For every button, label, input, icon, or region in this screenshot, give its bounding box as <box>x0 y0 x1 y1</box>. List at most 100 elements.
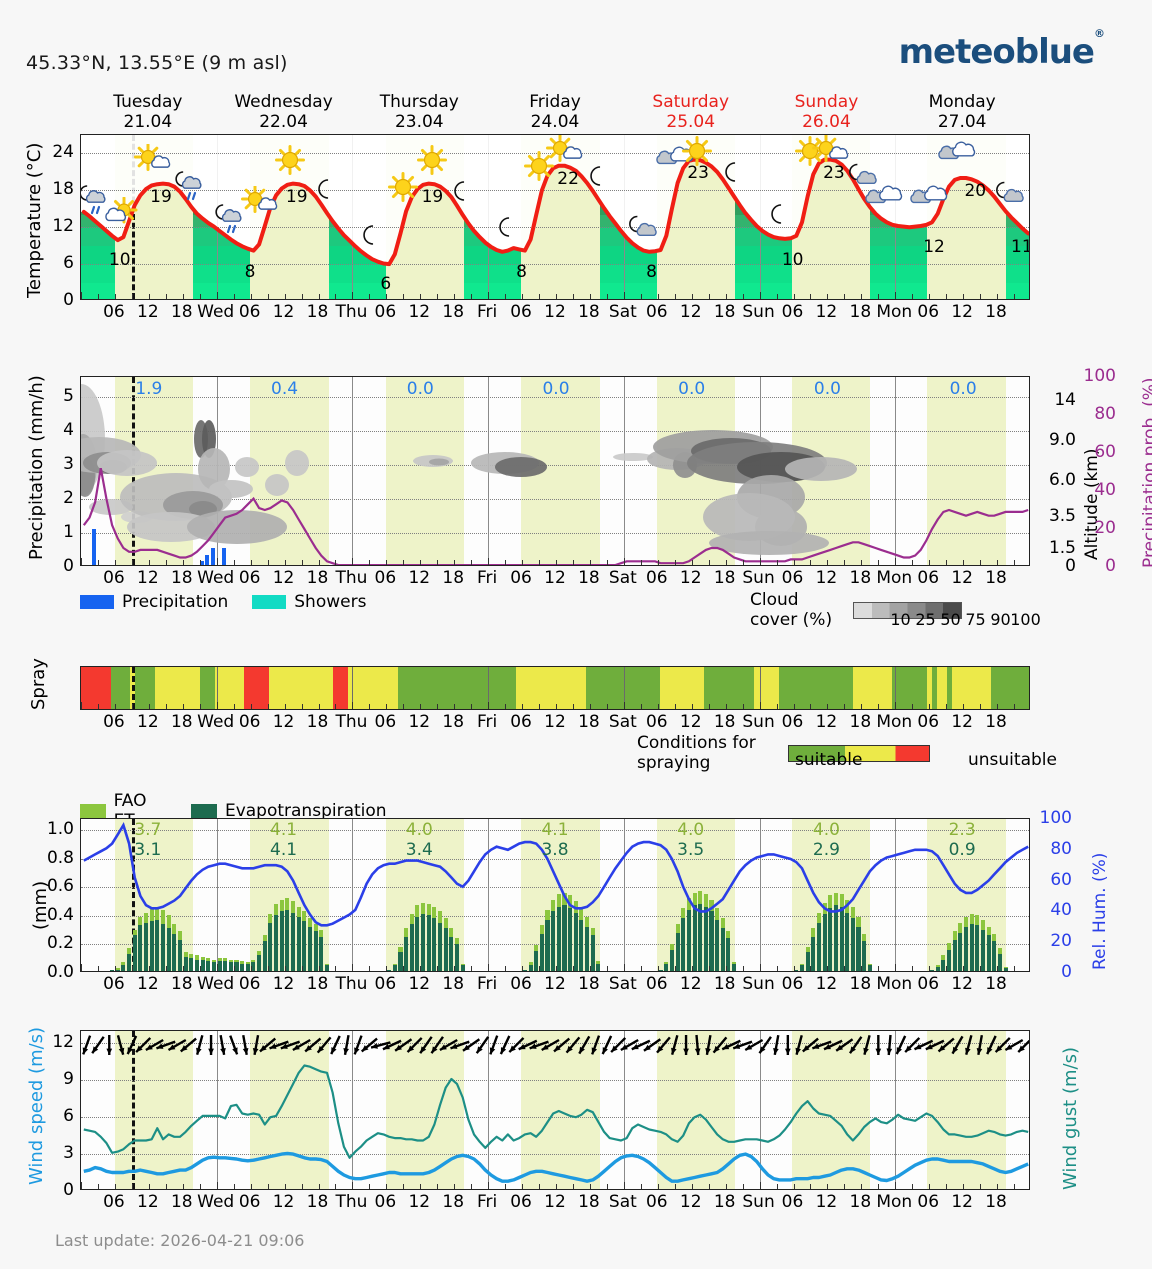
day-separator <box>488 1031 490 1189</box>
wind-direction-arrow <box>671 1035 679 1055</box>
y-tick: 80 <box>1094 404 1116 424</box>
fao-et0-bar <box>251 959 256 963</box>
x-tick-hour: 12 <box>815 568 838 588</box>
fao-et0-bar <box>703 894 708 907</box>
x-tick-hour: 18 <box>306 568 329 588</box>
day-name: Monday <box>928 92 996 112</box>
evapotranspiration-bar <box>794 970 799 971</box>
wind-direction-arrow <box>330 1035 341 1055</box>
weather-icon-moon <box>575 160 617 194</box>
fao-et0-bar <box>862 933 867 942</box>
y-tick: 40 <box>1094 480 1116 500</box>
x-tick-hour: 12 <box>815 974 838 994</box>
x-tick-hour: 18 <box>985 712 1007 732</box>
y-tick: 24 <box>52 142 74 163</box>
x-tick-hour: 18 <box>306 712 329 732</box>
evapotranspiration-bar <box>596 963 601 971</box>
spray-segment-suitable <box>135 667 156 709</box>
evapotranspiration-bar <box>522 970 527 971</box>
day-name: Sunday <box>794 92 859 112</box>
daily-fao-et0: 4.1 <box>270 820 298 840</box>
evapotranspiration-bar <box>409 923 414 971</box>
evapotranspiration-bar <box>986 935 991 971</box>
wind-direction-arrow <box>156 1040 176 1050</box>
daily-fao-et0: 2.3 <box>948 820 976 840</box>
wind-direction-arrow <box>1004 1038 1024 1052</box>
temperature-chart[interactable]: 10 8 6 8 8 10 12 19 19 19 22 23 23 20 11 <box>80 134 1030 300</box>
x-tick-day: Thu <box>335 302 368 322</box>
fao-et0-bar <box>285 898 290 910</box>
daily-precipitation-total: 0.0 <box>813 379 841 399</box>
x-tick-hour: 18 <box>578 712 600 732</box>
evapotranspiration-bar <box>177 939 182 971</box>
fao-et0-bar <box>268 913 273 923</box>
fao-et0-bar <box>799 963 804 966</box>
fao-et0-bar <box>1003 966 1008 969</box>
daily-fao-et0: 4.0 <box>812 820 840 840</box>
evapotranspiration-bar <box>432 918 437 971</box>
fao-et0-bar <box>189 953 194 959</box>
daylight-region <box>385 1031 465 1189</box>
evapotranspiration-bar <box>387 970 392 971</box>
evapotranspiration-bar <box>805 952 810 971</box>
evapotranspiration-bar <box>211 962 216 971</box>
evapotranspiration-bar <box>992 941 997 971</box>
spray-chart[interactable] <box>80 666 1030 710</box>
evapotranspiration-bar <box>545 919 550 971</box>
wind-direction-arrow <box>925 1039 945 1051</box>
x-tick-hour: 18 <box>442 974 465 994</box>
wind-direction-arrow <box>643 1038 662 1052</box>
evapotranspiration-chart[interactable] <box>80 818 1030 972</box>
wind-direction-arrow <box>439 1038 458 1052</box>
rel-humidity-axis-ticks: 0 20 40 60 80 100 <box>1036 808 1072 982</box>
fao-et0-bar <box>387 969 392 971</box>
fao-et0-bar <box>274 903 279 916</box>
fao-et0-bar <box>935 965 940 967</box>
gridline <box>81 1117 1029 1119</box>
spray-segment-moderate <box>951 667 992 709</box>
evapotranspiration-bar <box>528 965 533 971</box>
x-tick-day: Wed <box>197 712 235 732</box>
x-tick-hour: 06 <box>645 1192 668 1212</box>
wind-direction-arrow <box>91 1036 105 1054</box>
y-tick: 4 <box>63 420 74 441</box>
evapotranspiration-bar <box>194 959 199 971</box>
day-separator <box>216 667 218 709</box>
temperature-max-label: 19 <box>150 187 172 208</box>
wind-direction-arrow <box>419 1036 433 1054</box>
precipitation-chart[interactable]: 1.9 0.4 0.0 0.0 0.0 0.0 0.0 <box>80 376 1030 566</box>
x-tick-hour: 06 <box>510 1192 532 1212</box>
evapotranspiration-bar <box>234 962 239 971</box>
spray-axis-label: Spray <box>28 658 49 710</box>
fao-et0-bar <box>455 938 460 944</box>
day-separator <box>352 1031 354 1189</box>
daylight-region <box>250 1031 329 1189</box>
weather-icon-sun-cloud <box>812 135 854 169</box>
fao-et0-bar <box>732 962 737 964</box>
cloud-cover-tick: 10 <box>890 610 911 629</box>
fao-et0-bar <box>449 928 454 937</box>
hour-ticks <box>81 963 1029 971</box>
spray-segment-suitable <box>991 667 1029 709</box>
temperature-min-label: 8 <box>516 261 527 282</box>
day-separator <box>623 377 625 565</box>
evapotranspiration-bar <box>799 965 804 971</box>
evapotranspiration-bar <box>930 970 935 971</box>
evapotranspiration-bar <box>669 949 674 971</box>
x-tick-hour: 06 <box>103 712 125 732</box>
day-header-mon: Monday 27.04 <box>894 92 1030 132</box>
evapotranspiration-bar <box>132 935 137 971</box>
x-tick-hour: 06 <box>103 1192 125 1212</box>
x-tick-hour: 06 <box>374 712 397 732</box>
wind-direction-arrow <box>508 1037 525 1053</box>
spray-segment-moderate <box>269 667 334 709</box>
evapotranspiration-bar <box>398 952 403 971</box>
x-tick-hour: 12 <box>815 1192 838 1212</box>
x-tick-hour: 12 <box>815 712 838 732</box>
wind-direction-arrow <box>578 1035 591 1055</box>
weather-icon-moon <box>303 173 345 207</box>
weather-icon-moon <box>756 198 798 232</box>
wind-chart[interactable] <box>80 1030 1030 1190</box>
spray-segment-unsuitable <box>81 667 111 709</box>
x-tick-day: Mon <box>876 568 913 588</box>
